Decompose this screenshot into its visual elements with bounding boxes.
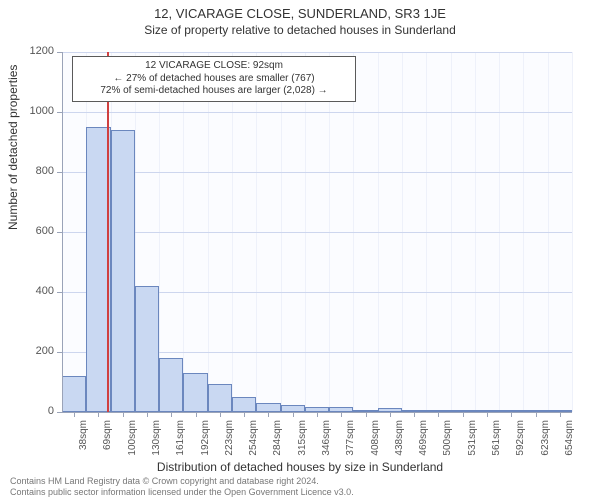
grid-horizontal (62, 52, 572, 53)
x-tick (74, 412, 75, 417)
x-tick (438, 412, 439, 417)
x-tick-label: 284sqm (272, 420, 283, 460)
grid-horizontal (62, 172, 572, 173)
y-tick (57, 352, 62, 353)
x-tick (317, 412, 318, 417)
title-main: 12, VICARAGE CLOSE, SUNDERLAND, SR3 1JE (0, 0, 600, 21)
histogram-bar (111, 130, 135, 412)
chart-plot-area (62, 52, 572, 412)
y-tick-label: 600 (14, 225, 54, 237)
histogram-bar (62, 376, 86, 412)
x-tick (147, 412, 148, 417)
x-tick (536, 412, 537, 417)
x-tick-label: 654sqm (564, 420, 575, 460)
annotation-box: 12 VICARAGE CLOSE: 92sqm ← 27% of detach… (72, 56, 356, 102)
x-tick (98, 412, 99, 417)
histogram-bar (183, 373, 207, 412)
x-tick (487, 412, 488, 417)
x-tick-label: 469sqm (418, 420, 429, 460)
y-axis-title: Number of detached properties (6, 65, 20, 230)
x-tick-label: 38sqm (78, 420, 89, 460)
histogram-bar (232, 397, 256, 412)
chart-container: 12, VICARAGE CLOSE, SUNDERLAND, SR3 1JE … (0, 0, 600, 500)
x-tick-label: 623sqm (540, 420, 551, 460)
x-tick (220, 412, 221, 417)
y-tick-label: 400 (14, 285, 54, 297)
footer-line1: Contains HM Land Registry data © Crown c… (10, 476, 354, 487)
y-tick (57, 232, 62, 233)
x-axis-title: Distribution of detached houses by size … (0, 460, 600, 474)
y-tick-label: 800 (14, 165, 54, 177)
x-tick-label: 315sqm (297, 420, 308, 460)
y-tick (57, 412, 62, 413)
y-tick-label: 200 (14, 345, 54, 357)
x-tick (390, 412, 391, 417)
annotation-line1: 12 VICARAGE CLOSE: 92sqm (79, 60, 349, 73)
x-tick (196, 412, 197, 417)
y-tick-label: 1200 (14, 45, 54, 57)
y-tick (57, 112, 62, 113)
x-tick (366, 412, 367, 417)
x-tick (511, 412, 512, 417)
x-tick (244, 412, 245, 417)
x-tick-label: 69sqm (102, 420, 113, 460)
y-tick-label: 1000 (14, 105, 54, 117)
x-tick-label: 100sqm (127, 420, 138, 460)
x-tick (268, 412, 269, 417)
y-tick (57, 52, 62, 53)
x-tick-label: 438sqm (394, 420, 405, 460)
annotation-line2: ← 27% of detached houses are smaller (76… (79, 73, 349, 86)
x-tick-label: 500sqm (442, 420, 453, 460)
histogram-bar (159, 358, 183, 412)
y-tick (57, 172, 62, 173)
x-tick-label: 223sqm (224, 420, 235, 460)
y-tick (57, 292, 62, 293)
x-tick-label: 254sqm (248, 420, 259, 460)
x-tick-label: 561sqm (491, 420, 502, 460)
grid-vertical (572, 52, 573, 412)
x-tick (123, 412, 124, 417)
grid-horizontal (62, 232, 572, 233)
x-tick-label: 531sqm (467, 420, 478, 460)
histogram-bar (256, 403, 280, 412)
x-tick-label: 192sqm (200, 420, 211, 460)
footer-attribution: Contains HM Land Registry data © Crown c… (10, 476, 354, 498)
property-marker-line (107, 52, 109, 412)
x-tick-label: 346sqm (321, 420, 332, 460)
grid-horizontal (62, 112, 572, 113)
histogram-bar (208, 384, 232, 413)
y-axis-line (62, 52, 63, 412)
x-tick-label: 592sqm (515, 420, 526, 460)
annotation-line3: 72% of semi-detached houses are larger (… (79, 85, 349, 98)
x-tick-label: 161sqm (175, 420, 186, 460)
footer-line2: Contains public sector information licen… (10, 487, 354, 498)
y-tick-label: 0 (14, 405, 54, 417)
x-tick-label: 377sqm (345, 420, 356, 460)
x-tick-label: 130sqm (151, 420, 162, 460)
histogram-bar (135, 286, 159, 412)
x-tick (414, 412, 415, 417)
x-tick (463, 412, 464, 417)
histogram-bar (281, 405, 305, 412)
x-tick-label: 408sqm (370, 420, 381, 460)
x-tick (560, 412, 561, 417)
x-tick (293, 412, 294, 417)
x-tick (341, 412, 342, 417)
x-tick (171, 412, 172, 417)
title-sub: Size of property relative to detached ho… (0, 21, 600, 37)
